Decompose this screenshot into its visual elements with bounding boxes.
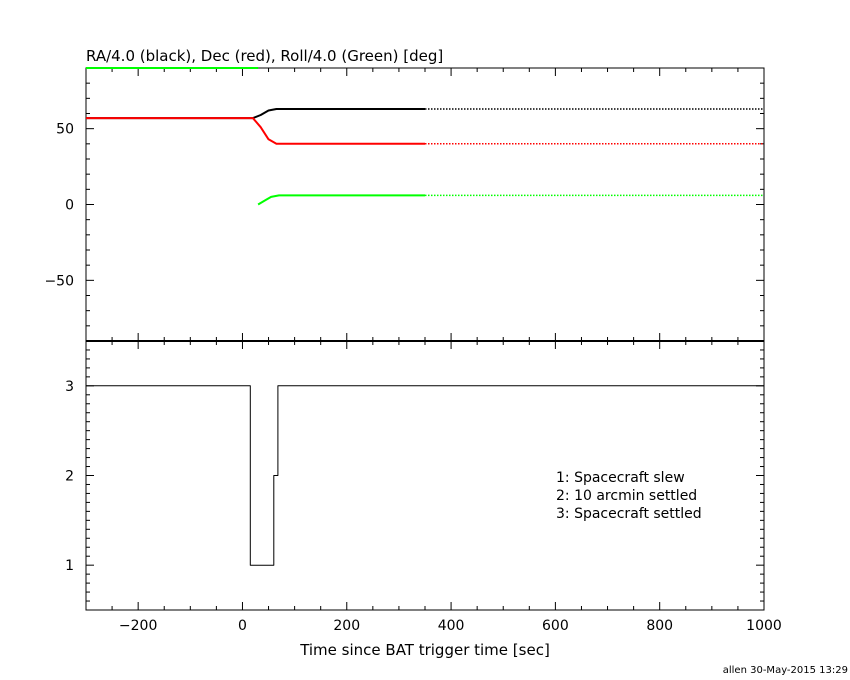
x-tick-label: 1000 (746, 618, 782, 634)
top-y-tick-label: −50 (44, 273, 74, 289)
bottom-series-line-0 (86, 385, 764, 566)
x-tick-label: 600 (542, 618, 569, 634)
top-y-tick-label: 0 (65, 198, 74, 214)
x-tick-label: −200 (119, 618, 157, 634)
top-series-line-0 (86, 108, 425, 120)
bottom-y-tick-label: 3 (65, 379, 74, 395)
legend-entry-slew: 1: Spacecraft slew (556, 470, 685, 486)
footer-credit: allen 30-May-2015 13:29 (723, 665, 848, 676)
top-panel-title: RA/4.0 (black), Dec (red), Roll/4.0 (Gre… (86, 47, 443, 65)
bottom-y-tick-label: 2 (65, 469, 74, 485)
bottom-panel: 1 2 3 −200 0 200 400 600 800 1000 (65, 340, 782, 634)
top-panel: −50 0 50 (44, 67, 765, 342)
top-series-line-1 (86, 117, 425, 145)
x-tick-label: 800 (646, 618, 673, 634)
legend-entry-spacecraft-settled: 3: Spacecraft settled (556, 506, 702, 522)
x-tick-label: 0 (238, 618, 247, 634)
top-y-tick-label: 50 (56, 122, 74, 138)
top-series-line-3 (257, 194, 425, 206)
x-tick-label: 400 (438, 618, 465, 634)
x-axis-label: Time since BAT trigger time [sec] (299, 641, 550, 659)
bottom-y-tick-label: 1 (65, 558, 74, 574)
x-tick-label: 200 (333, 618, 360, 634)
legend-entry-10-arcmin-settled: 2: 10 arcmin settled (556, 488, 697, 504)
